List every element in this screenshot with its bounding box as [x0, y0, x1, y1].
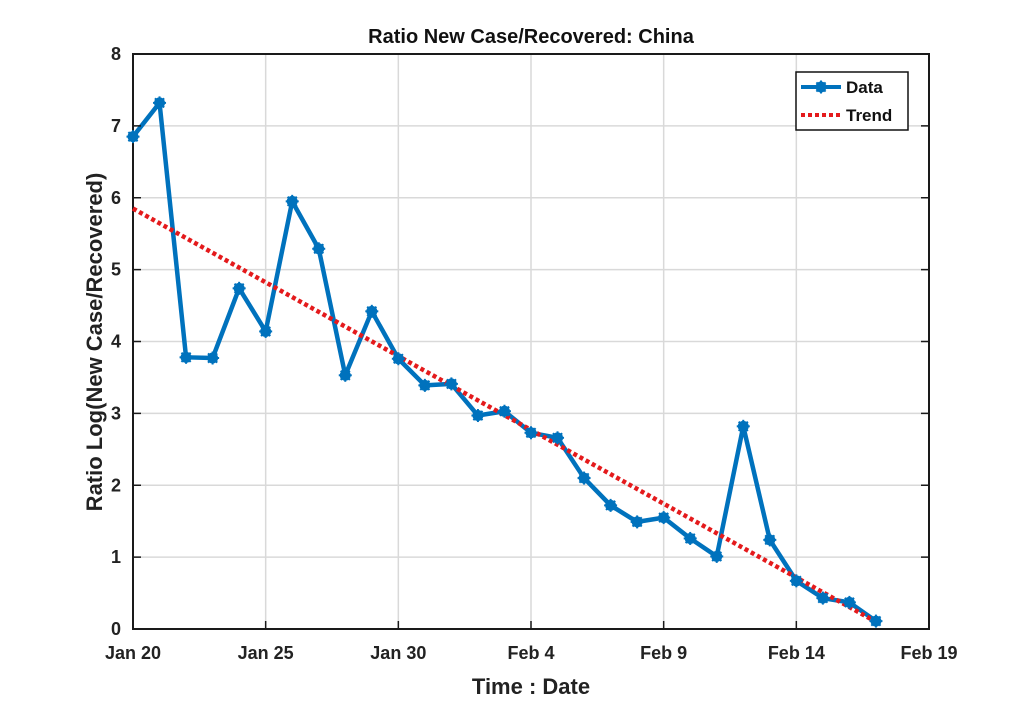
data-point	[126, 130, 140, 144]
y-tick-label: 1	[111, 547, 121, 567]
data-point	[657, 511, 671, 525]
data-series-line	[131, 100, 878, 623]
data-point	[551, 431, 565, 445]
legend: Data Trend	[795, 71, 909, 131]
data-point	[497, 404, 511, 418]
data-point	[471, 409, 485, 423]
data-point	[577, 471, 591, 485]
y-tick-label: 3	[111, 403, 121, 423]
data-point	[418, 378, 432, 392]
y-tick-label: 5	[111, 260, 121, 280]
y-tick-label: 7	[111, 116, 121, 136]
data-point	[869, 614, 883, 628]
data-point	[232, 281, 246, 295]
y-tick-label: 6	[111, 188, 121, 208]
legend-box	[795, 71, 909, 131]
data-point	[179, 350, 193, 364]
x-tick-label: Jan 20	[105, 643, 161, 663]
chart-title: Ratio New Case/Recovered: China	[368, 26, 695, 48]
series-layer	[126, 96, 883, 628]
legend-data-label: Data	[846, 78, 883, 97]
x-tick-label: Jan 25	[238, 643, 294, 663]
y-tick-label: 4	[111, 332, 121, 352]
data-point	[789, 574, 803, 588]
data-point	[391, 352, 405, 366]
data-point	[710, 549, 724, 563]
y-axis: 0 1 2 3 4 5 6 7 8	[111, 44, 929, 639]
data-point	[206, 351, 220, 365]
data-point	[842, 595, 856, 609]
data-point	[630, 515, 644, 529]
y-tick-label: 8	[111, 44, 121, 64]
data-point	[524, 426, 538, 440]
data-point	[285, 194, 299, 208]
data-point	[444, 377, 458, 391]
data-point	[312, 242, 326, 256]
legend-trend-label: Trend	[846, 106, 892, 125]
x-tick-label: Feb 9	[640, 643, 687, 663]
y-tick-label: 2	[111, 475, 121, 495]
legend-data-marker	[814, 80, 828, 94]
y-tick-label: 0	[111, 619, 121, 639]
x-axis: Jan 20 Jan 25 Jan 30 Feb 4 Feb 9 Feb 14 Feb 19	[105, 621, 958, 663]
data-point	[338, 368, 352, 382]
data-point	[365, 304, 379, 318]
x-tick-label: Feb 14	[768, 643, 825, 663]
x-tick-label: Feb 4	[507, 643, 554, 663]
x-axis-label: Time : Date	[472, 674, 590, 699]
y-axis-label: Ratio Log(New Case/Recovered)	[82, 173, 107, 512]
data-point	[763, 533, 777, 547]
x-tick-label: Feb 19	[900, 643, 957, 663]
data-point	[153, 96, 167, 110]
data-point	[736, 419, 750, 433]
grid	[133, 54, 929, 629]
data-point	[683, 531, 697, 545]
x-tick-label: Jan 30	[370, 643, 426, 663]
trend-series-line	[131, 206, 878, 624]
data-point	[604, 498, 618, 512]
legend-data-marker-star	[814, 80, 828, 94]
data-point	[259, 324, 273, 338]
data-point	[816, 591, 830, 605]
